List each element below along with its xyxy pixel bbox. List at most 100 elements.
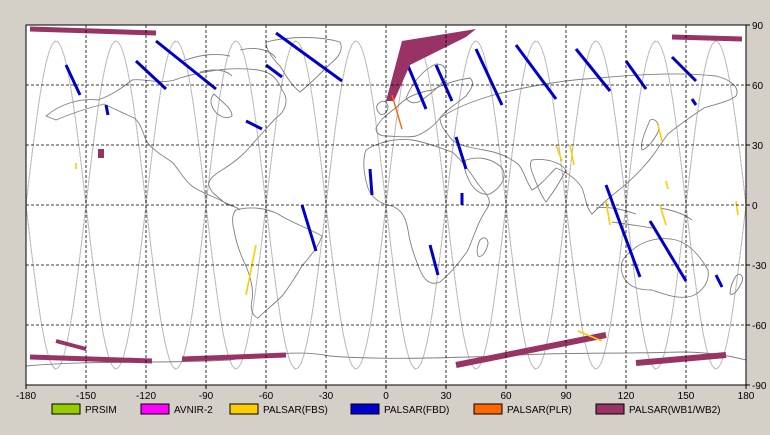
wb-swath: [671, 34, 743, 42]
fbd-swath: [134, 59, 168, 91]
lat-tick-label: 30: [752, 141, 764, 152]
lon-tick-label: -30: [319, 391, 334, 402]
australia-coast: [620, 238, 709, 298]
british-isles: [376, 100, 389, 115]
madagascar: [476, 237, 489, 257]
wb-swath: [29, 26, 157, 36]
legend-swatch: [350, 403, 380, 415]
fbs-swath: [735, 200, 739, 216]
fbd-swath: [300, 204, 318, 252]
south-america-coast: [232, 207, 323, 319]
lon-tick-label: 60: [500, 391, 512, 402]
lat-tick-label: -90: [752, 381, 767, 392]
arabian-peninsula: [464, 157, 505, 195]
fbd-swath: [648, 220, 688, 282]
acquisition-swaths: [29, 26, 743, 368]
hudson-bay: [210, 93, 233, 119]
fbd-swath: [574, 48, 612, 92]
lon-tick-label: -120: [136, 391, 156, 402]
lon-tick-label: -180: [16, 391, 36, 402]
lon-tick-label: 30: [440, 391, 452, 402]
legend-swatch: [595, 403, 625, 415]
wb-swath: [181, 352, 287, 362]
lon-tick-label: 150: [678, 391, 695, 402]
fbs-swath: [657, 124, 663, 142]
axis-ticks: -180 -150 -120 -90 -60 -30 0 30 60 90 120 150 180 90 6…: [16, 21, 767, 402]
fbs-swath: [555, 144, 563, 162]
legend-label: PALSAR(WB1/WB2): [629, 405, 721, 416]
fbs-swath: [245, 244, 257, 296]
legend-item: PALSAR(FBS): [229, 403, 328, 416]
lon-tick-label: -60: [259, 391, 274, 402]
arctic-islands: [179, 47, 277, 77]
legend-swatch: [51, 403, 81, 415]
antarctica-coast: [26, 351, 746, 367]
legend-item: PALSAR(WB1/WB2): [595, 403, 721, 416]
lon-tick-label: 120: [618, 391, 635, 402]
wb-swath: [455, 332, 607, 368]
wb-swath: [98, 149, 104, 158]
fbs-swath: [577, 330, 603, 342]
fbd-swath: [474, 48, 504, 106]
fbd-swath: [514, 44, 558, 100]
lon-tick-label: -90: [199, 391, 214, 402]
legend-label: PALSAR(PLR): [507, 405, 572, 416]
fbd-swath: [670, 55, 698, 83]
fbd-swath: [428, 244, 440, 276]
fbd-swath: [64, 64, 82, 96]
fbd-swath: [690, 98, 698, 106]
lat-tick-label: 0: [752, 201, 758, 212]
legend: PRSIM AVNIR-2 PALSAR(FBS) PALSAR(FBD) PALSAR…: [51, 403, 721, 416]
orbit-track: [26, 40, 746, 370]
lon-tick-label: 90: [560, 391, 572, 402]
wb-swath: [386, 29, 476, 101]
fbd-swath: [265, 63, 283, 79]
legend-label: PRSIM: [85, 405, 117, 416]
fbd-swath: [454, 136, 468, 170]
lat-tick-label: -30: [752, 261, 767, 272]
wb-swath: [635, 352, 727, 366]
orbit-tracks: [26, 40, 746, 370]
orbit-track: [26, 40, 746, 370]
greenland-coast: [265, 37, 342, 93]
fbd-swath: [604, 184, 642, 278]
lon-tick-label: 0: [383, 391, 389, 402]
lat-tick-label: 60: [752, 81, 764, 92]
legend-swatch: [473, 403, 503, 415]
fbd-swath: [624, 60, 648, 90]
lat-tick-label: 90: [752, 21, 764, 32]
japan: [641, 119, 659, 151]
fbs-swath: [659, 204, 667, 226]
fbd-swath: [714, 274, 724, 288]
lat-tick-label: -60: [752, 321, 767, 332]
legend-item: PALSAR(PLR): [473, 403, 572, 416]
plr-swath: [391, 94, 403, 130]
new-zealand: [729, 273, 743, 295]
indonesia: [595, 207, 693, 229]
europe-coast: [375, 77, 473, 138]
legend-label: PALSAR(FBS): [263, 405, 328, 416]
lon-tick-label: 180: [738, 391, 755, 402]
lon-tick-label: -150: [76, 391, 96, 402]
fbd-swath: [368, 168, 374, 196]
legend-swatch: [229, 403, 259, 415]
fbd-swath: [275, 31, 343, 83]
wb-swath: [29, 354, 153, 364]
legend-swatch: [140, 403, 170, 415]
fbd-swath: [434, 64, 454, 102]
north-america-coast: [45, 68, 287, 211]
legend-item: PRSIM: [51, 403, 117, 416]
asia-coast: [439, 73, 738, 215]
india: [530, 159, 567, 203]
fbs-swath: [569, 144, 575, 166]
graticule: [26, 25, 746, 385]
legend-label: AVNIR-2: [174, 405, 213, 416]
legend-item: AVNIR-2: [140, 403, 213, 416]
wb-swath: [55, 339, 87, 351]
fbs-swath: [665, 180, 669, 190]
fbd-swath: [104, 104, 110, 116]
legend-item: PALSAR(FBD): [350, 403, 449, 416]
coastlines: [26, 37, 746, 367]
